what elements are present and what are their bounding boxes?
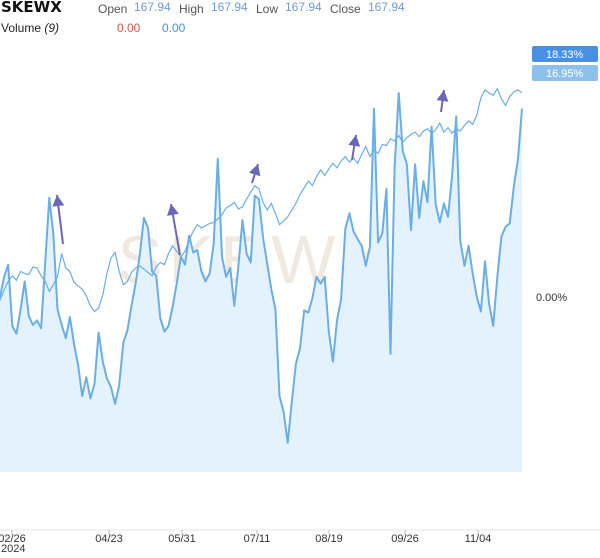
x-tick-label: 08/19	[315, 533, 343, 545]
x-tick-label: 04/23	[95, 533, 123, 545]
volume-value-2: 0.00	[162, 21, 186, 35]
low-value: 167.94	[285, 0, 322, 14]
badge-area-bg	[532, 65, 598, 81]
area-series	[0, 92, 523, 472]
line-series	[0, 87, 523, 313]
volume-value-1: 0.00	[117, 21, 141, 35]
x-tick-label: 05/31	[168, 533, 196, 545]
area-fill	[0, 93, 522, 472]
open-label: Open	[98, 2, 128, 16]
low-label: Low	[256, 2, 279, 16]
zero-label: 0.00%	[536, 292, 567, 304]
close-label: Close	[330, 2, 361, 16]
badge-line-text: 18.33%	[546, 49, 584, 61]
volume-param: (9)	[44, 21, 60, 35]
annotation-arrow	[248, 163, 261, 184]
badge-line-bg	[532, 46, 598, 62]
high-value: 167.94	[211, 0, 248, 14]
value-badges: 18.33% 16.95%	[532, 46, 598, 81]
high-label: High	[179, 2, 204, 16]
open-value: 167.94	[134, 0, 171, 14]
chart-header: SKEWX Open 167.94 High 167.94 Low 167.94…	[0, 0, 600, 40]
badge-area-text: 16.95%	[546, 68, 584, 80]
annotation-arrows	[52, 89, 449, 256]
volume-label: Volume (9)	[1, 21, 60, 35]
annotation-arrow	[348, 134, 361, 161]
annotation-arrow	[436, 89, 449, 113]
zero-axis-label: 0.00%	[536, 292, 567, 304]
area-series-line	[0, 92, 523, 444]
x-tick-label: 09/26	[391, 533, 419, 545]
close-value: 167.94	[368, 0, 405, 14]
line-series-path	[0, 87, 523, 313]
x-tick-label: 07/11	[244, 533, 271, 545]
x-axis: 02/26 04/23 05/31 07/11 08/19 09/26 11/04 2024	[0, 529, 600, 555]
annotation-arrow	[52, 194, 65, 245]
x-tick-year: 2024	[1, 543, 25, 555]
x-tick-label: 02/26	[0, 533, 26, 545]
x-tick-label: 11/04	[465, 533, 492, 545]
annotation-arrow	[167, 203, 181, 256]
ticker-symbol: SKEWX	[1, 0, 62, 16]
